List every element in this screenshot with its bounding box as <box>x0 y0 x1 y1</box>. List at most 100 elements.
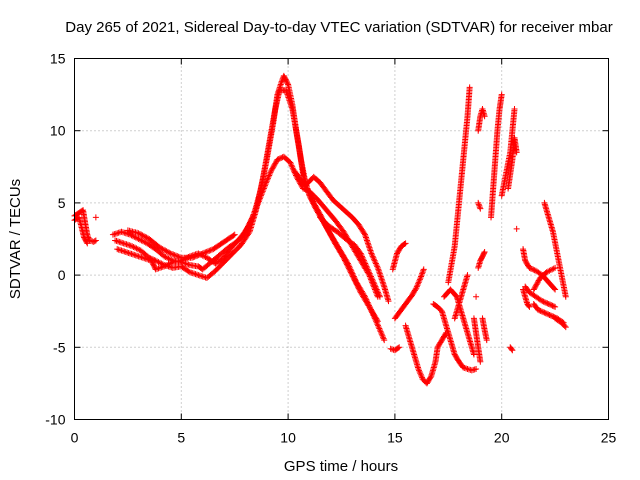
data-point <box>272 160 279 167</box>
data-point <box>254 202 261 209</box>
data-point <box>381 337 388 344</box>
data-point <box>255 198 262 205</box>
data-point <box>378 329 385 336</box>
data-point <box>416 276 423 283</box>
data-point <box>347 268 354 275</box>
data-point <box>259 189 266 196</box>
data-point <box>541 299 548 306</box>
data-point <box>511 106 518 113</box>
data-point <box>132 244 139 251</box>
data-point <box>362 261 369 268</box>
data-point <box>367 272 374 279</box>
data-point <box>539 298 546 305</box>
data-point <box>92 237 99 244</box>
x-tick-label: 10 <box>280 430 296 446</box>
data-point <box>258 191 265 198</box>
data-point <box>143 234 150 241</box>
data-point <box>209 246 216 253</box>
data-point <box>534 280 541 287</box>
data-point <box>134 235 141 242</box>
data-point <box>373 286 380 293</box>
data-point <box>162 254 169 261</box>
data-point <box>188 254 195 261</box>
data-point <box>339 253 346 260</box>
data-point <box>156 244 163 251</box>
data-point <box>324 227 331 234</box>
data-point <box>251 210 258 217</box>
data-point <box>271 161 278 168</box>
data-point <box>270 164 277 171</box>
data-point <box>344 262 351 269</box>
data-point <box>464 272 471 279</box>
data-point <box>376 325 383 332</box>
data-point <box>84 240 91 247</box>
data-point <box>345 265 352 272</box>
data-point <box>550 265 557 272</box>
data-point <box>287 159 294 166</box>
data-point <box>532 282 539 289</box>
data-point <box>132 234 139 241</box>
data-point <box>155 259 162 266</box>
data-point <box>483 337 490 344</box>
data-point <box>373 285 380 292</box>
data-point <box>361 259 368 266</box>
x-tick-labels: 0 5 10 15 20 25 <box>71 430 617 446</box>
data-point <box>346 266 353 273</box>
data-point <box>262 182 269 189</box>
data-point <box>351 276 358 283</box>
data-point <box>341 256 348 263</box>
data-point <box>543 299 550 306</box>
data-point <box>250 212 257 219</box>
data-point <box>272 159 279 166</box>
data-point <box>246 221 253 228</box>
data-point <box>529 266 536 273</box>
data-point <box>315 207 322 214</box>
data-point <box>545 300 552 307</box>
data-point <box>270 162 277 169</box>
data-point <box>562 324 569 331</box>
data-point <box>375 289 382 296</box>
data-point <box>154 258 161 265</box>
data-point <box>343 260 350 267</box>
data-point <box>252 205 259 212</box>
data-point <box>466 84 473 91</box>
x-tick-label: 20 <box>494 430 510 446</box>
data-point <box>416 367 423 374</box>
data-point <box>535 306 542 313</box>
data-point <box>372 259 379 266</box>
data-point <box>311 201 318 208</box>
data-point <box>140 233 147 240</box>
data-point <box>379 332 386 339</box>
data-point <box>375 324 382 331</box>
data-point <box>540 298 547 305</box>
data-point <box>165 255 172 262</box>
data-point <box>371 282 378 289</box>
data-point <box>161 263 168 270</box>
data-point <box>172 252 179 259</box>
data-point <box>552 264 559 271</box>
data-point <box>313 205 320 212</box>
data-point <box>268 166 275 173</box>
data-point <box>375 290 382 297</box>
plot-frame <box>74 58 609 420</box>
data-point <box>476 204 483 211</box>
data-point <box>481 248 488 255</box>
data-point <box>249 214 256 221</box>
data-point <box>194 252 201 259</box>
data-point <box>289 163 296 170</box>
data-point <box>327 231 334 238</box>
data-point <box>368 250 375 257</box>
data-point <box>310 199 317 206</box>
data-point <box>164 248 171 255</box>
data-point <box>543 310 550 317</box>
data-point <box>562 293 569 300</box>
data-point <box>327 232 334 239</box>
data-point <box>258 192 265 199</box>
data-point <box>420 266 427 273</box>
data-point <box>136 230 143 237</box>
data-point <box>256 195 263 202</box>
data-point <box>331 239 338 246</box>
data-point <box>128 232 135 239</box>
data-point <box>374 316 381 323</box>
